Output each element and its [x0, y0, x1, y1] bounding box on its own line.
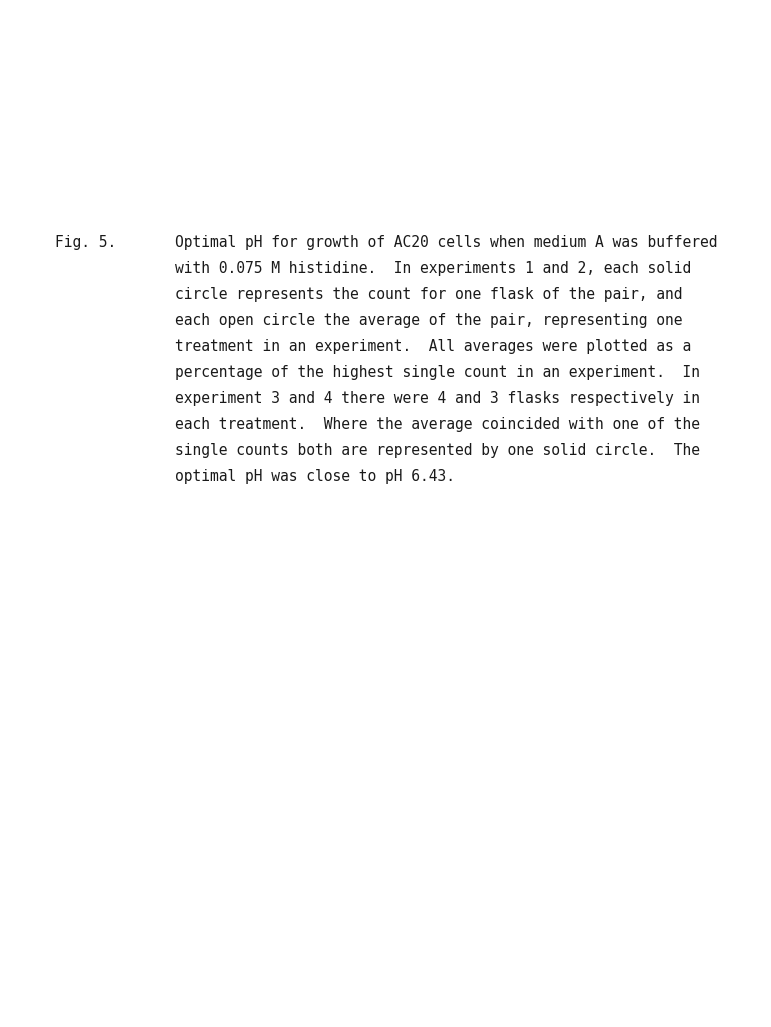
Text: treatment in an experiment.  All averages were plotted as a: treatment in an experiment. All averages… [175, 339, 692, 354]
Text: Optimal pH for growth of AC20 cells when medium A was buffered: Optimal pH for growth of AC20 cells when… [175, 235, 718, 250]
Text: each open circle the average of the pair, representing one: each open circle the average of the pair… [175, 313, 682, 328]
Text: with 0.075 M histidine.  In experiments 1 and 2, each solid: with 0.075 M histidine. In experiments 1… [175, 261, 692, 276]
Text: optimal pH was close to pH 6.43.: optimal pH was close to pH 6.43. [175, 469, 455, 484]
Text: Fig. 5.: Fig. 5. [55, 235, 116, 250]
Text: each treatment.  Where the average coincided with one of the: each treatment. Where the average coinci… [175, 417, 700, 432]
Text: single counts both are represented by one solid circle.  The: single counts both are represented by on… [175, 443, 700, 458]
Text: experiment 3 and 4 there were 4 and 3 flasks respectively in: experiment 3 and 4 there were 4 and 3 fl… [175, 391, 700, 406]
Text: percentage of the highest single count in an experiment.  In: percentage of the highest single count i… [175, 365, 700, 380]
Text: circle represents the count for one flask of the pair, and: circle represents the count for one flas… [175, 287, 682, 302]
